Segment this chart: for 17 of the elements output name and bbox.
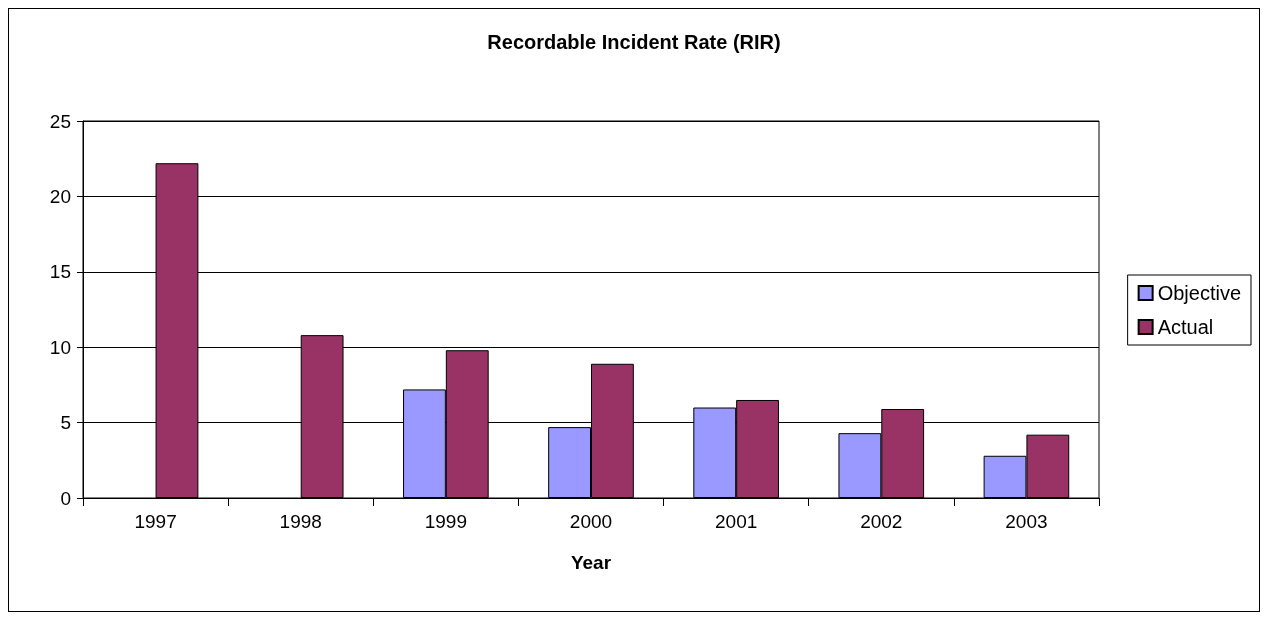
- y-tick-label: 15: [49, 261, 71, 283]
- x-tick-label: 1999: [424, 511, 467, 532]
- x-tick-label: 2000: [569, 511, 613, 532]
- y-tick-label: 20: [49, 185, 71, 207]
- legend-label: Objective: [1157, 282, 1242, 304]
- x-tick-label: 2001: [715, 511, 758, 532]
- x-tick-label: 2002: [860, 511, 903, 532]
- y-tick-label: 25: [49, 110, 71, 132]
- x-tick-label: 1997: [134, 511, 177, 532]
- x-tick-label: 2003: [1005, 511, 1048, 532]
- legend-label: Actual: [1157, 316, 1214, 338]
- chart-title: Recordable Incident Rate (RIR): [487, 31, 781, 53]
- x-tick-label: 1998: [279, 511, 322, 532]
- x-axis-title: Year: [570, 552, 612, 573]
- y-tick-label: 10: [49, 336, 71, 358]
- y-tick-label: 5: [60, 412, 71, 434]
- y-tick-label: 0: [60, 487, 71, 509]
